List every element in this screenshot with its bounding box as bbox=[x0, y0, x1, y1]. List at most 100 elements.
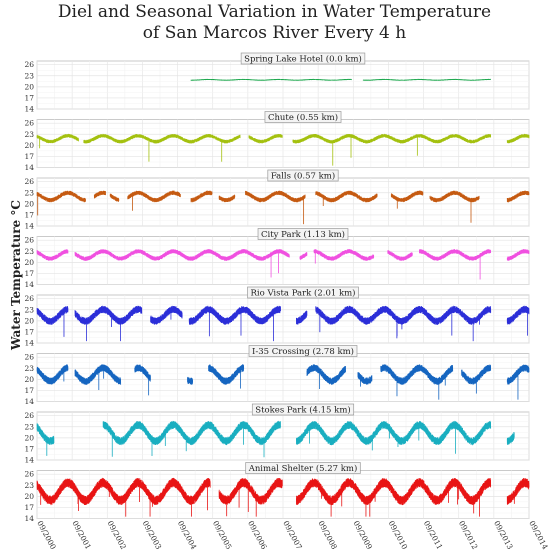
x-tick-label: 09/2000 bbox=[35, 519, 58, 550]
series-line bbox=[150, 305, 183, 325]
y-tick-label: 14 bbox=[24, 105, 34, 114]
series-line bbox=[296, 420, 492, 446]
series-line bbox=[362, 78, 492, 81]
y-tick-label: 26 bbox=[24, 119, 34, 128]
panel-label-box bbox=[248, 345, 358, 357]
x-tick-label: 09/2012 bbox=[457, 519, 480, 550]
series-line bbox=[292, 133, 492, 144]
x-tick-label: 09/2013 bbox=[492, 519, 515, 550]
series-line bbox=[36, 190, 86, 203]
series-line bbox=[127, 190, 181, 203]
panel-label-box bbox=[251, 403, 355, 416]
y-tick-label: 26 bbox=[24, 470, 34, 479]
panel-label: Stokes Park (4.15 km) bbox=[255, 405, 350, 416]
y-tick-label: 20 bbox=[24, 258, 34, 267]
y-tick-label: 26 bbox=[24, 411, 34, 420]
y-tick-label: 23 bbox=[24, 364, 34, 373]
series-line bbox=[299, 252, 308, 260]
y-tick-label: 17 bbox=[24, 444, 34, 453]
series-line bbox=[429, 190, 480, 203]
panel-label: Spring Lake Hotel (0.0 km) bbox=[244, 54, 362, 65]
y-tick-label: 23 bbox=[24, 188, 34, 197]
series-line bbox=[208, 364, 245, 385]
panel-label: I-35 Crossing (2.78 km) bbox=[252, 346, 354, 357]
y-tick-label: 26 bbox=[24, 177, 34, 186]
panel-label-box bbox=[240, 52, 366, 65]
y-tick-label: 23 bbox=[24, 247, 34, 256]
panel-label: Falls (0.57 km) bbox=[271, 171, 335, 182]
x-tick-label: 09/2004 bbox=[176, 519, 199, 550]
series-line bbox=[245, 190, 306, 203]
y-tick-label: 20 bbox=[24, 492, 34, 501]
y-tick-label: 23 bbox=[24, 71, 34, 80]
y-tick-label: 23 bbox=[24, 305, 34, 314]
y-tick-label: 14 bbox=[24, 456, 34, 465]
series-line bbox=[74, 249, 290, 261]
y-tick-label: 17 bbox=[24, 327, 34, 336]
series-line bbox=[36, 133, 79, 144]
y-tick-label: 14 bbox=[24, 339, 34, 348]
panel-label-box bbox=[245, 462, 361, 474]
x-tick-label: 09/2011 bbox=[422, 519, 445, 550]
series-line bbox=[313, 249, 375, 261]
series-line bbox=[218, 194, 236, 203]
y-tick-label: 20 bbox=[24, 199, 34, 208]
y-tick-label: 20 bbox=[24, 141, 34, 150]
series-line bbox=[36, 364, 69, 385]
series-line bbox=[387, 250, 413, 261]
series-line bbox=[109, 193, 120, 202]
series-line bbox=[357, 372, 373, 385]
chart-title-line-1: Diel and Seasonal Variation in Water Tem… bbox=[57, 2, 492, 22]
x-tick-label: 09/2008 bbox=[316, 519, 339, 550]
y-tick-label: 26 bbox=[24, 236, 34, 245]
series-line bbox=[506, 190, 530, 203]
series-line bbox=[188, 305, 281, 325]
series-line bbox=[36, 305, 69, 325]
series-line bbox=[380, 364, 454, 385]
series-line bbox=[390, 190, 424, 203]
x-tick-label: 09/2014 bbox=[527, 519, 549, 550]
y-tick-label: 14 bbox=[24, 280, 34, 289]
chart-title: Diel and Seasonal Variation in Water Tem… bbox=[0, 2, 549, 44]
panel-label: Chute (0.55 km) bbox=[268, 112, 338, 123]
y-tick-label: 17 bbox=[24, 93, 34, 102]
series-line bbox=[315, 305, 492, 325]
y-tick-label: 14 bbox=[24, 163, 34, 172]
series-line bbox=[248, 133, 283, 144]
y-tick-label: 14 bbox=[24, 397, 34, 406]
y-tick-label: 26 bbox=[24, 294, 34, 303]
panel-label: Rio Vista Park (2.01 km) bbox=[251, 288, 356, 299]
y-tick-label: 20 bbox=[24, 433, 34, 442]
series-line bbox=[36, 249, 69, 261]
x-tick-label: 09/2009 bbox=[352, 519, 375, 550]
x-tick-label: 09/2001 bbox=[70, 519, 93, 550]
x-tick-label: 09/2010 bbox=[387, 519, 410, 550]
series-line bbox=[506, 133, 530, 144]
series-line bbox=[506, 431, 515, 445]
series-line bbox=[419, 249, 492, 261]
y-tick-label: 17 bbox=[24, 269, 34, 278]
y-tick-label: 23 bbox=[24, 422, 34, 431]
series-line bbox=[190, 78, 352, 81]
series-line bbox=[506, 249, 530, 261]
y-tick-label: 23 bbox=[24, 130, 34, 139]
y-tick-label: 14 bbox=[24, 514, 34, 523]
y-tick-label: 20 bbox=[24, 375, 34, 384]
y-tick-label: 17 bbox=[24, 503, 34, 512]
series-line bbox=[102, 420, 281, 446]
panel-label: Animal Shelter (5.27 km) bbox=[248, 463, 358, 474]
y-tick-label: 20 bbox=[24, 82, 34, 91]
x-tick-label: 09/2005 bbox=[211, 519, 234, 550]
x-tick-label: 09/2003 bbox=[141, 519, 164, 550]
series-line bbox=[190, 190, 213, 203]
x-tick-label: 09/2002 bbox=[106, 519, 129, 550]
series-line bbox=[296, 310, 308, 325]
series-line bbox=[218, 478, 283, 505]
series-line bbox=[83, 133, 241, 144]
series-line bbox=[306, 364, 346, 385]
y-tick-label: 14 bbox=[24, 222, 34, 231]
series-line bbox=[36, 423, 55, 445]
series-line bbox=[36, 477, 211, 506]
y-tick-label: 26 bbox=[24, 353, 34, 362]
y-tick-label: 17 bbox=[24, 210, 34, 219]
